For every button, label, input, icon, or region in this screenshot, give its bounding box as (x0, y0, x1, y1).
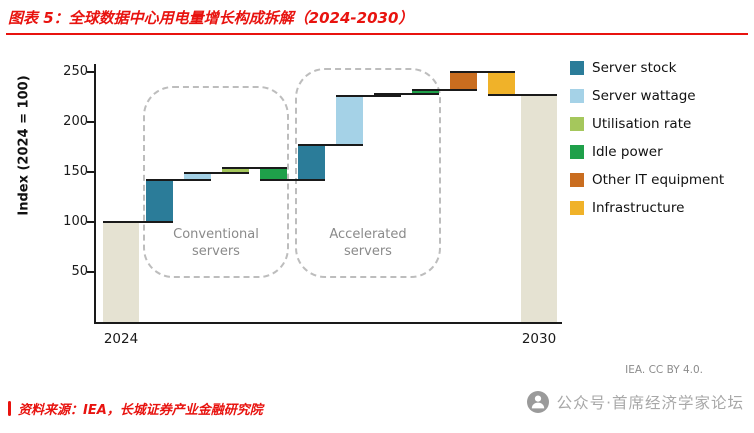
waterfall-bar (411, 90, 439, 94)
legend-item: Idle power (570, 144, 724, 160)
legend-label: Server wattage (592, 88, 696, 104)
chart-legend: Server stock Server wattage Utilisation ra… (570, 60, 724, 216)
y-axis-tick (87, 221, 94, 223)
y-axis-tick (87, 171, 94, 173)
legend-item: Infrastructure (570, 200, 724, 216)
figure-title: 图表 5：全球数据中心用电量增长构成拆解（2024-2030） (8, 9, 414, 27)
connector-line (335, 95, 401, 97)
waterfall-bar (335, 96, 363, 145)
connector-line (221, 167, 287, 169)
forum-logo-icon (526, 391, 549, 413)
legend-swatch (570, 201, 584, 215)
connector-line (449, 71, 515, 73)
group-label: Conventional servers (173, 227, 259, 259)
connector-line (297, 144, 363, 146)
legend-item: Server stock (570, 60, 724, 76)
waterfall-bar (103, 222, 139, 322)
legend-swatch (570, 61, 584, 75)
y-axis-tick-label: 200 (63, 114, 88, 129)
legend-item: Utilisation rate (570, 116, 724, 132)
legend-swatch (570, 145, 584, 159)
source-note: 资料来源：IEA，长城证券产业金融研究院 (8, 399, 263, 418)
y-axis-tick (87, 121, 94, 123)
waterfall-bar (259, 168, 287, 180)
watermark: 公众号·首席经济学家论坛 (526, 391, 744, 413)
y-axis-tick (87, 271, 94, 273)
legend-item: Other IT equipment (570, 172, 724, 188)
x-axis-label: 2024 (103, 331, 139, 347)
license-attribution: IEA. CC BY 4.0. (625, 364, 703, 376)
connector-line (411, 89, 477, 91)
legend-label: Server stock (592, 60, 677, 76)
source-text: 资料来源：IEA，长城证券产业金融研究院 (18, 403, 263, 418)
group-box (143, 86, 289, 278)
connector-line (145, 179, 211, 181)
group-box (295, 68, 441, 278)
connector-line (373, 93, 439, 95)
legend-swatch (570, 89, 584, 103)
y-axis-tick (87, 71, 94, 73)
waterfall-bar (449, 72, 477, 90)
legend-label: Idle power (592, 144, 663, 160)
x-axis-line (94, 322, 562, 324)
y-axis-title: Index (2024 = 100) (16, 75, 32, 216)
source-marker (8, 401, 11, 416)
waterfall-bar (221, 168, 249, 173)
waterfall-bar (487, 72, 515, 95)
connector-line (487, 94, 557, 96)
waterfall-bar (297, 145, 325, 180)
waterfall-bar (145, 180, 173, 222)
connector-line (183, 172, 249, 174)
title-divider (6, 33, 748, 35)
y-axis-tick-label: 250 (63, 64, 88, 79)
legend-swatch (570, 117, 584, 131)
y-axis-tick-label: 100 (63, 214, 88, 229)
watermark-text: 公众号·首席经济学家论坛 (556, 394, 744, 412)
connector-line (259, 179, 325, 181)
y-axis-tick-label: 50 (71, 264, 88, 279)
group-label: Accelerated servers (329, 227, 407, 259)
legend-label: Other IT equipment (592, 172, 725, 188)
y-axis-tick-label: 150 (63, 164, 88, 179)
waterfall-bar (521, 95, 557, 322)
legend-item: Server wattage (570, 88, 724, 104)
connector-line (103, 221, 173, 223)
legend-label: Utilisation rate (592, 116, 692, 132)
y-axis-line (94, 64, 96, 324)
waterfall-bar (183, 173, 211, 180)
legend-label: Infrastructure (592, 200, 685, 216)
legend-swatch (570, 173, 584, 187)
x-axis-label: 2030 (521, 331, 557, 347)
